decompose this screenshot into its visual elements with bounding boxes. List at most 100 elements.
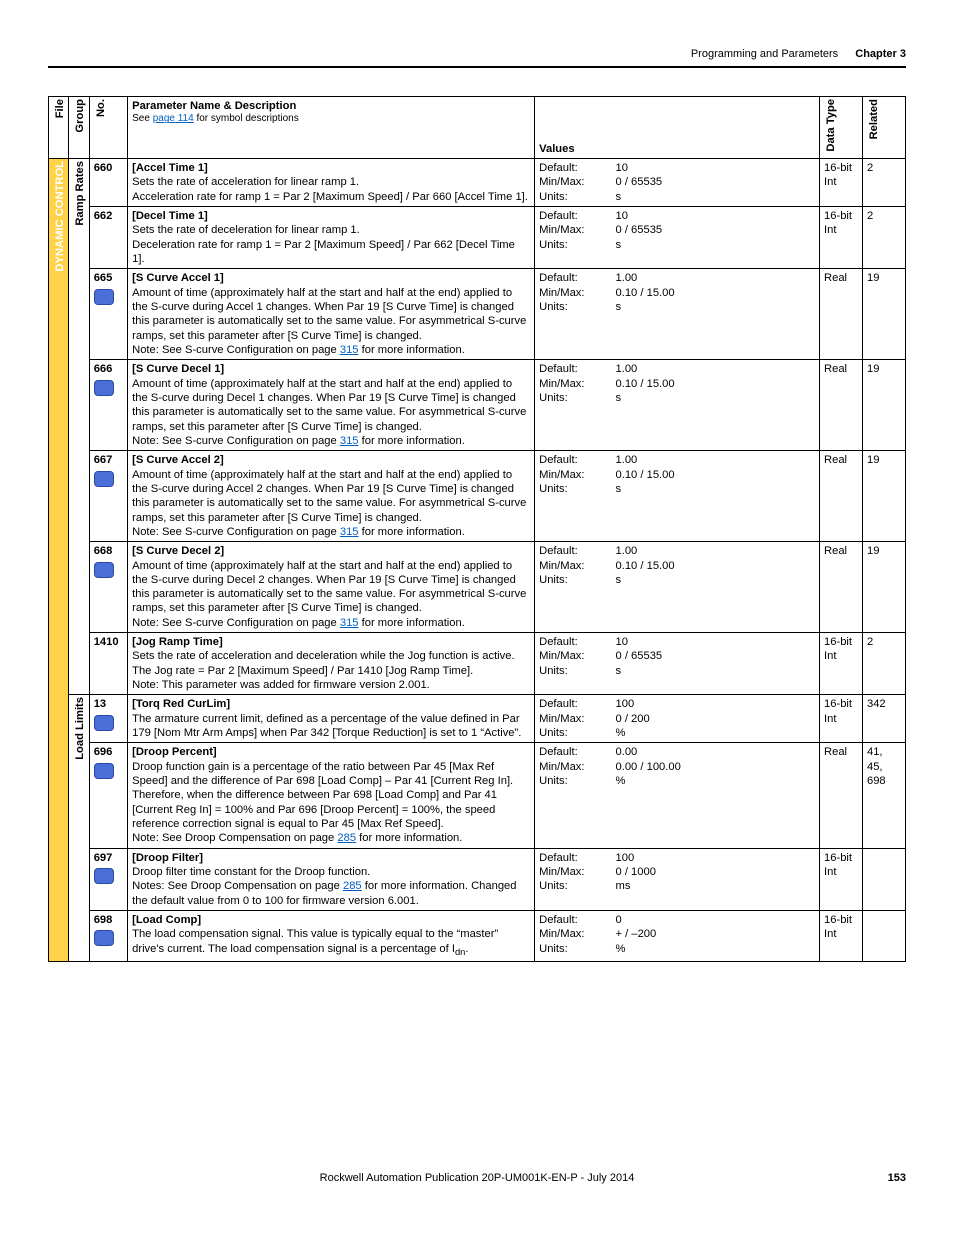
value-labels: Default:Min/Max:Units: (535, 911, 612, 962)
value-labels: Default:Min/Max:Units: (535, 158, 612, 206)
related: 19 (862, 451, 905, 542)
param-icon (94, 289, 114, 305)
related: 19 (862, 269, 905, 360)
param-icon (94, 868, 114, 884)
value-values: 1000 / 1000ms (612, 848, 820, 910)
page-footer: Rockwell Automation Publication 20P-UM00… (48, 1172, 906, 1184)
param-icon (94, 562, 114, 578)
param-icon (94, 715, 114, 731)
table-row: 667[S Curve Accel 2]Amount of time (appr… (49, 451, 906, 542)
group-cell: Load Limits (69, 695, 89, 961)
table-row: 665[S Curve Accel 1]Amount of time (appr… (49, 269, 906, 360)
related: 19 (862, 542, 905, 633)
related (862, 848, 905, 910)
table-row: 1410[Jog Ramp Time]Sets the rate of acce… (49, 633, 906, 695)
page-ref-link[interactable]: 285 (343, 880, 362, 892)
col-no: No. (89, 97, 127, 159)
param-no: 667 (89, 451, 127, 542)
value-labels: Default:Min/Max:Units: (535, 695, 612, 743)
data-type: 16-bit Int (820, 848, 863, 910)
data-type: Real (820, 360, 863, 451)
value-values: 1.000.10 / 15.00s (612, 269, 820, 360)
related (862, 911, 905, 962)
parameter-table: File Group No. Parameter Name & Descript… (48, 96, 906, 962)
param-desc: [Accel Time 1]Sets the rate of accelerat… (128, 158, 535, 206)
value-labels: Default:Min/Max:Units: (535, 743, 612, 848)
param-desc: [Torq Red CurLim]The armature current li… (128, 695, 535, 743)
param-no: 662 (89, 206, 127, 268)
value-values: 1.000.10 / 15.00s (612, 451, 820, 542)
data-type: 16-bit Int (820, 633, 863, 695)
page-ref-link[interactable]: 315 (340, 344, 359, 356)
value-values: 100 / 65535s (612, 158, 820, 206)
footer-page-number: 153 (888, 1172, 906, 1184)
value-values: 1.000.10 / 15.00s (612, 542, 820, 633)
param-no: 696 (89, 743, 127, 848)
col-related: Related (862, 97, 905, 159)
param-icon (94, 471, 114, 487)
page-header: Programming and Parameters Chapter 3 (48, 48, 906, 68)
table-header-row: File Group No. Parameter Name & Descript… (49, 97, 906, 159)
related: 2 (862, 206, 905, 268)
param-no: 698 (89, 911, 127, 962)
col-group: Group (69, 97, 89, 159)
data-type: Real (820, 451, 863, 542)
data-type: 16-bit Int (820, 695, 863, 743)
page-ref-link[interactable]: 315 (340, 526, 359, 538)
table-row: Load Limits13[Torq Red CurLim]The armatu… (49, 695, 906, 743)
value-labels: Default:Min/Max:Units: (535, 269, 612, 360)
param-no: 668 (89, 542, 127, 633)
param-no: 697 (89, 848, 127, 910)
related: 41, 45, 698 (862, 743, 905, 848)
value-values: 100 / 65535s (612, 633, 820, 695)
param-no: 666 (89, 360, 127, 451)
table-row: 666[S Curve Decel 1]Amount of time (appr… (49, 360, 906, 451)
value-values: 1000 / 200% (612, 695, 820, 743)
param-desc: [S Curve Decel 1]Amount of time (approxi… (128, 360, 535, 451)
value-values: 1.000.10 / 15.00s (612, 360, 820, 451)
data-type: 16-bit Int (820, 158, 863, 206)
param-desc: [Jog Ramp Time]Sets the rate of accelera… (128, 633, 535, 695)
group-cell: Ramp Rates (69, 158, 89, 694)
value-labels: Default:Min/Max:Units: (535, 542, 612, 633)
symbol-desc-link[interactable]: page 114 (153, 113, 194, 124)
data-type: 16-bit Int (820, 206, 863, 268)
page-ref-link[interactable]: 285 (337, 832, 356, 844)
table-row: 696[Droop Percent]Droop function gain is… (49, 743, 906, 848)
param-desc: [Droop Percent]Droop function gain is a … (128, 743, 535, 848)
data-type: Real (820, 269, 863, 360)
col-datatype: Data Type (820, 97, 863, 159)
related: 342 (862, 695, 905, 743)
value-labels: Default:Min/Max:Units: (535, 848, 612, 910)
data-type: 16-bit Int (820, 911, 863, 962)
param-icon (94, 380, 114, 396)
col-file: File (49, 97, 69, 159)
param-icon (94, 930, 114, 946)
page-ref-link[interactable]: 315 (340, 617, 359, 629)
col-values: Values (535, 97, 820, 159)
footer-publication: Rockwell Automation Publication 20P-UM00… (48, 1172, 906, 1184)
value-labels: Default:Min/Max:Units: (535, 206, 612, 268)
table-row: 698[Load Comp]The load compensation sign… (49, 911, 906, 962)
value-values: 0.000.00 / 100.00% (612, 743, 820, 848)
param-desc: [Decel Time 1]Sets the rate of decelerat… (128, 206, 535, 268)
table-row: 697[Droop Filter]Droop filter time const… (49, 848, 906, 910)
related: 2 (862, 633, 905, 695)
param-desc: [S Curve Accel 1]Amount of time (approxi… (128, 269, 535, 360)
related: 19 (862, 360, 905, 451)
header-chapter: Chapter 3 (855, 48, 906, 60)
param-no: 665 (89, 269, 127, 360)
value-labels: Default:Min/Max:Units: (535, 451, 612, 542)
param-no: 660 (89, 158, 127, 206)
value-values: 100 / 65535s (612, 206, 820, 268)
param-desc: [Droop Filter]Droop filter time constant… (128, 848, 535, 910)
related: 2 (862, 158, 905, 206)
data-type: Real (820, 542, 863, 633)
param-no: 1410 (89, 633, 127, 695)
table-row: DYNAMIC CONTROLRamp Rates660[Accel Time … (49, 158, 906, 206)
page-ref-link[interactable]: 315 (340, 435, 359, 447)
param-no: 13 (89, 695, 127, 743)
param-desc: [Load Comp]The load compensation signal.… (128, 911, 535, 962)
param-icon (94, 763, 114, 779)
value-labels: Default:Min/Max:Units: (535, 633, 612, 695)
